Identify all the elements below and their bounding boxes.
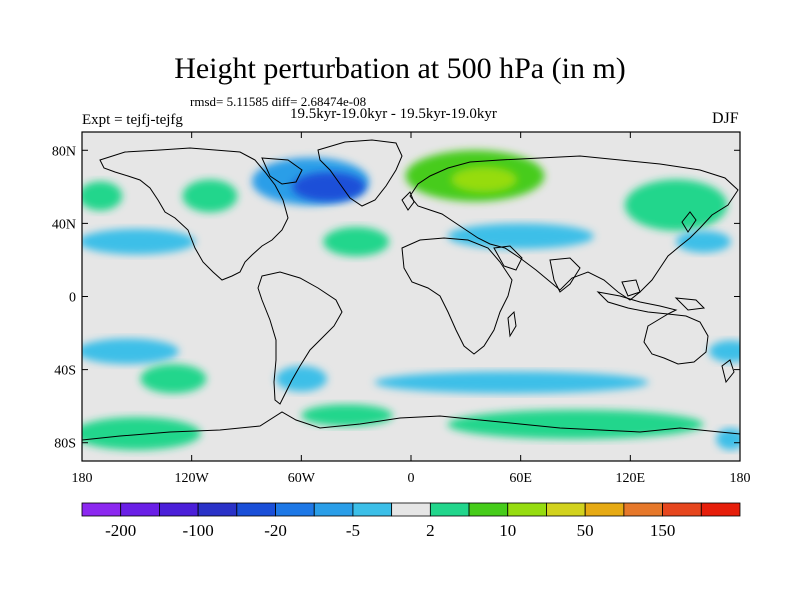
colorbar-box xyxy=(623,502,663,517)
contour-japan-low xyxy=(676,230,731,253)
coast-greenland xyxy=(317,139,403,207)
colorbar-label: -200 xyxy=(105,521,136,540)
season-label: DJF xyxy=(712,110,739,127)
colorbar-box xyxy=(197,502,238,517)
lat-tick-label: 80N xyxy=(52,144,76,159)
coast-japan xyxy=(681,211,697,233)
colorbar: -200 -100 -20 -5 2 10 50 150 xyxy=(81,502,741,540)
colorbar-box xyxy=(700,502,741,517)
coast-africa xyxy=(401,237,513,355)
figure-title: Height perturbation at 500 hPa (in m) xyxy=(174,52,626,85)
contour-midasia-low xyxy=(447,223,594,249)
colorbar-label: -5 xyxy=(346,521,360,540)
contour-scandinavia-core xyxy=(451,166,518,193)
period-line: 19.5kyr-19.0kyr - 19.5kyr-19.0kyr xyxy=(290,106,497,122)
contour-satl-high xyxy=(301,404,393,427)
coast-eurasia xyxy=(409,155,739,301)
coast-arabia xyxy=(493,245,523,271)
contour-east-asia-high xyxy=(624,179,728,231)
coastline-layer xyxy=(82,139,740,441)
colorbar-box xyxy=(507,502,547,517)
colorbar-box xyxy=(236,502,276,517)
colorbar-box xyxy=(546,502,586,517)
coast-borneo xyxy=(621,279,641,297)
colorbar-box xyxy=(584,502,625,517)
lat-tick-label: 0 xyxy=(69,291,76,306)
colorbar-box xyxy=(313,502,354,517)
lon-tick-label: 180 xyxy=(730,471,751,486)
colorbar-box xyxy=(662,502,702,517)
colorbar-label: 50 xyxy=(577,521,594,540)
lat-tick-label: 40S xyxy=(54,364,76,379)
lon-tick-label: 60E xyxy=(509,471,532,486)
lon-tick-label: 120W xyxy=(175,471,210,486)
coast-baffin xyxy=(261,157,303,185)
contour-npac-low xyxy=(82,228,196,255)
colorbar-label: -20 xyxy=(264,521,287,540)
stats-line: rmsd= 5.11585 diff= 2.68474e-08 xyxy=(190,94,367,109)
colorbar-label: 150 xyxy=(650,521,676,540)
lon-tick-label: 0 xyxy=(408,471,415,486)
colorbar-box xyxy=(352,502,393,517)
colorbar-box xyxy=(468,502,509,517)
contour-npac-high xyxy=(182,179,238,213)
contour-antarctic-high xyxy=(447,409,704,440)
coast-british-isles xyxy=(401,191,415,211)
coast-australia xyxy=(643,313,709,365)
colorbar-box xyxy=(391,502,431,517)
lon-tick-label: 60W xyxy=(288,471,316,486)
colorbar-box xyxy=(429,502,470,517)
colorbar-box xyxy=(275,502,315,517)
colorbar-box xyxy=(81,502,122,517)
experiment-label: Expt = tejfj-tejfg xyxy=(82,112,183,128)
contour-sindian-low xyxy=(374,371,649,394)
colorbar-label: 10 xyxy=(499,521,516,540)
contour-samerica-low xyxy=(275,365,327,392)
contour-sw-pac-high xyxy=(82,417,201,451)
lat-tick-label: 80S xyxy=(54,437,76,452)
coast-indonesia xyxy=(596,291,678,315)
coast-north-america xyxy=(99,147,289,281)
contour-atlantic-high xyxy=(323,227,390,257)
lat-tick-label: 40N xyxy=(52,217,76,232)
coast-madagascar xyxy=(507,310,517,338)
coast-south-america xyxy=(257,271,343,405)
lon-tick-label: 180 xyxy=(72,471,93,486)
contour-tasman-low xyxy=(708,340,740,363)
contour-spac-low-1 xyxy=(82,338,179,365)
colorbar-label: 2 xyxy=(426,521,435,540)
coast-new-guinea xyxy=(674,297,706,311)
contour-spac-high xyxy=(140,364,207,394)
axis-ticks: 80N 40N 0 40S 80S 180 120W 60W 0 60E 120E 180 xyxy=(52,132,751,486)
contour-far-sw-low xyxy=(716,428,740,451)
contour-greenland-low-core xyxy=(292,172,366,202)
contour-npac-west-high xyxy=(82,181,123,211)
colorbar-box xyxy=(120,502,160,517)
coast-india xyxy=(549,257,581,293)
colorbar-box xyxy=(159,502,199,517)
colorbar-label: -100 xyxy=(183,521,214,540)
coast-new-zealand xyxy=(721,359,735,384)
lon-tick-label: 120E xyxy=(616,471,646,486)
coast-antarctica xyxy=(82,411,740,441)
